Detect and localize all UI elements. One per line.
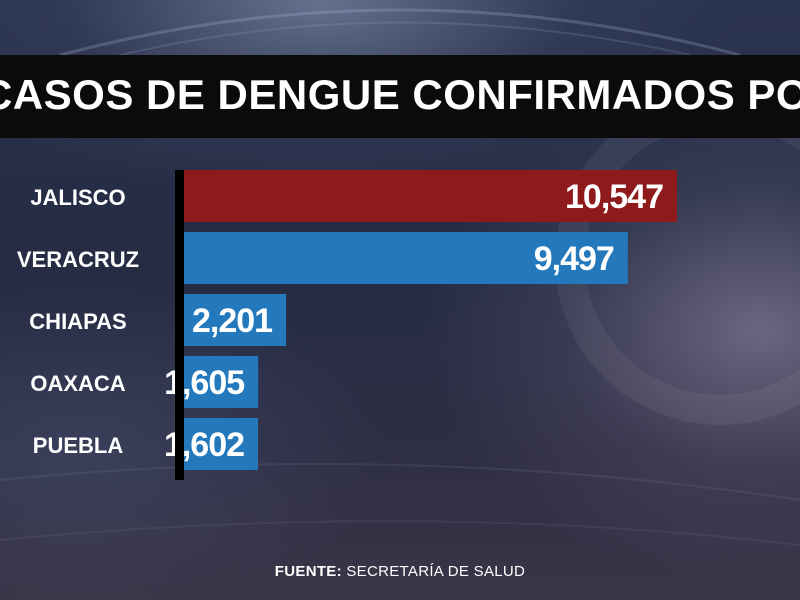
chart-title: CASOS DE DENGUE CONFIRMADOS POR ESTADO — [0, 71, 800, 118]
source-value: SECRETARÍA DE SALUD — [346, 563, 526, 580]
category-label: VERACRUZ — [17, 247, 139, 272]
y-axis-line — [175, 170, 184, 480]
bar-jalisco — [183, 170, 677, 222]
value-label: 2,201 — [192, 302, 272, 340]
source-note: FUENTE: SECRETARÍA DE SALUD — [0, 563, 800, 580]
category-label: CHIAPAS — [29, 309, 126, 334]
value-label: 10,547 — [565, 178, 663, 216]
bar-oaxaca — [183, 356, 259, 408]
bar-veracruz — [183, 232, 628, 284]
category-label: JALISCO — [30, 185, 125, 210]
bar-chiapas — [183, 294, 287, 346]
category-label: OAXACA — [30, 371, 125, 396]
category-label: PUEBLA — [33, 433, 124, 458]
title-banner: CASOS DE DENGUE CONFIRMADOS POR ESTADO — [0, 55, 800, 138]
source-label: FUENTE: — [274, 563, 342, 580]
bar-puebla — [183, 418, 259, 470]
value-label: 9,497 — [534, 240, 614, 278]
